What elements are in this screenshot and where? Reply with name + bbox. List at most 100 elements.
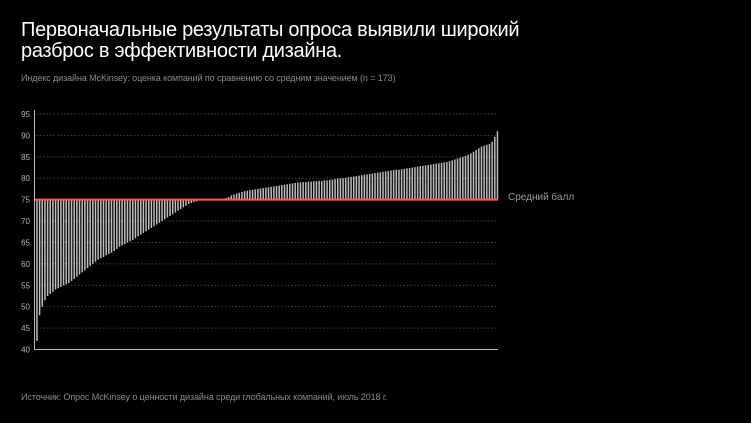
- bar: [427, 164, 429, 200]
- bar: [121, 199, 123, 246]
- bar: [105, 199, 107, 256]
- bar: [307, 181, 310, 200]
- bar: [60, 199, 62, 287]
- bar: [262, 188, 264, 200]
- bar: [283, 184, 286, 200]
- bar: [102, 199, 105, 258]
- bar: [278, 185, 280, 200]
- bar: [108, 199, 110, 255]
- bar: [113, 199, 115, 252]
- bar: [249, 190, 251, 200]
- bar: [140, 199, 142, 235]
- bar: [339, 178, 342, 200]
- bar: [454, 159, 456, 200]
- y-tick-label: 95: [21, 110, 30, 119]
- bar: [371, 173, 374, 200]
- bar: [480, 146, 483, 200]
- bar: [44, 199, 46, 301]
- y-tick-label: 50: [21, 303, 30, 312]
- y-axis-ticks: 40 45 50 55 60 65 70 75 80 85 90 95: [21, 110, 30, 355]
- bar: [411, 167, 414, 200]
- bar: [392, 170, 395, 200]
- bar: [57, 199, 59, 289]
- bar: [86, 199, 89, 269]
- bar: [350, 176, 352, 200]
- bar: [422, 165, 424, 200]
- bar: [406, 168, 408, 200]
- bar: [435, 163, 437, 200]
- bar: [491, 141, 493, 200]
- bar: [387, 170, 390, 200]
- bar: [155, 199, 158, 225]
- bar: [432, 164, 435, 200]
- bar: [49, 199, 52, 294]
- bar: [110, 199, 113, 253]
- bar: [299, 182, 302, 200]
- bar: [142, 199, 145, 234]
- bar: [235, 193, 238, 200]
- bar: [52, 199, 54, 292]
- bar: [161, 199, 163, 222]
- bar: [344, 177, 347, 200]
- bar: [318, 180, 320, 200]
- bar: [126, 199, 129, 243]
- bar: [398, 169, 400, 200]
- y-tick-label: 45: [21, 324, 30, 333]
- bar: [153, 199, 155, 227]
- y-tick-label: 40: [21, 346, 30, 355]
- bar: [448, 161, 451, 200]
- bar: [355, 176, 358, 200]
- chart-title: Первоначальные результаты опроса выявили…: [21, 19, 520, 62]
- bar: [267, 187, 270, 200]
- bar: [185, 199, 187, 206]
- bar: [470, 153, 472, 200]
- bar: [148, 199, 150, 230]
- bar: [171, 199, 174, 215]
- y-tick-label: 75: [21, 196, 30, 205]
- bar: [150, 199, 153, 228]
- bar: [347, 177, 350, 200]
- bar: [483, 145, 485, 200]
- bar: [464, 155, 467, 200]
- bar: [100, 199, 102, 259]
- bar: [227, 197, 230, 200]
- bar: [326, 180, 328, 200]
- bar: [124, 199, 126, 245]
- bar: [358, 175, 360, 200]
- bar: [73, 199, 75, 279]
- bar: [289, 183, 291, 200]
- bar: [38, 199, 41, 316]
- bar: [376, 172, 379, 200]
- bar: [352, 176, 355, 200]
- bar: [273, 186, 275, 200]
- bar: [475, 149, 477, 200]
- bar: [286, 184, 288, 200]
- bar: [89, 199, 91, 267]
- bar: [496, 131, 499, 200]
- bar: [408, 167, 411, 200]
- bar: [275, 185, 278, 200]
- bar: [294, 182, 296, 200]
- bar: [257, 188, 259, 200]
- bar: [486, 144, 488, 200]
- bar: [190, 199, 193, 204]
- bar: [129, 199, 131, 242]
- bar: [169, 199, 171, 216]
- bar: [467, 154, 469, 200]
- bar: [400, 169, 403, 200]
- bar: [187, 199, 190, 204]
- bar: [254, 189, 256, 200]
- bar: [379, 172, 382, 200]
- bar: [331, 179, 334, 200]
- bar: [390, 170, 392, 200]
- bar: [78, 199, 81, 275]
- bar: [342, 178, 344, 200]
- bar: [41, 199, 44, 307]
- bar: [92, 199, 94, 264]
- bar: [84, 199, 86, 271]
- y-tick-label: 80: [21, 174, 30, 183]
- y-tick-label: 60: [21, 260, 30, 269]
- bar: [315, 181, 318, 200]
- bar: [54, 199, 57, 290]
- bar: [336, 178, 339, 200]
